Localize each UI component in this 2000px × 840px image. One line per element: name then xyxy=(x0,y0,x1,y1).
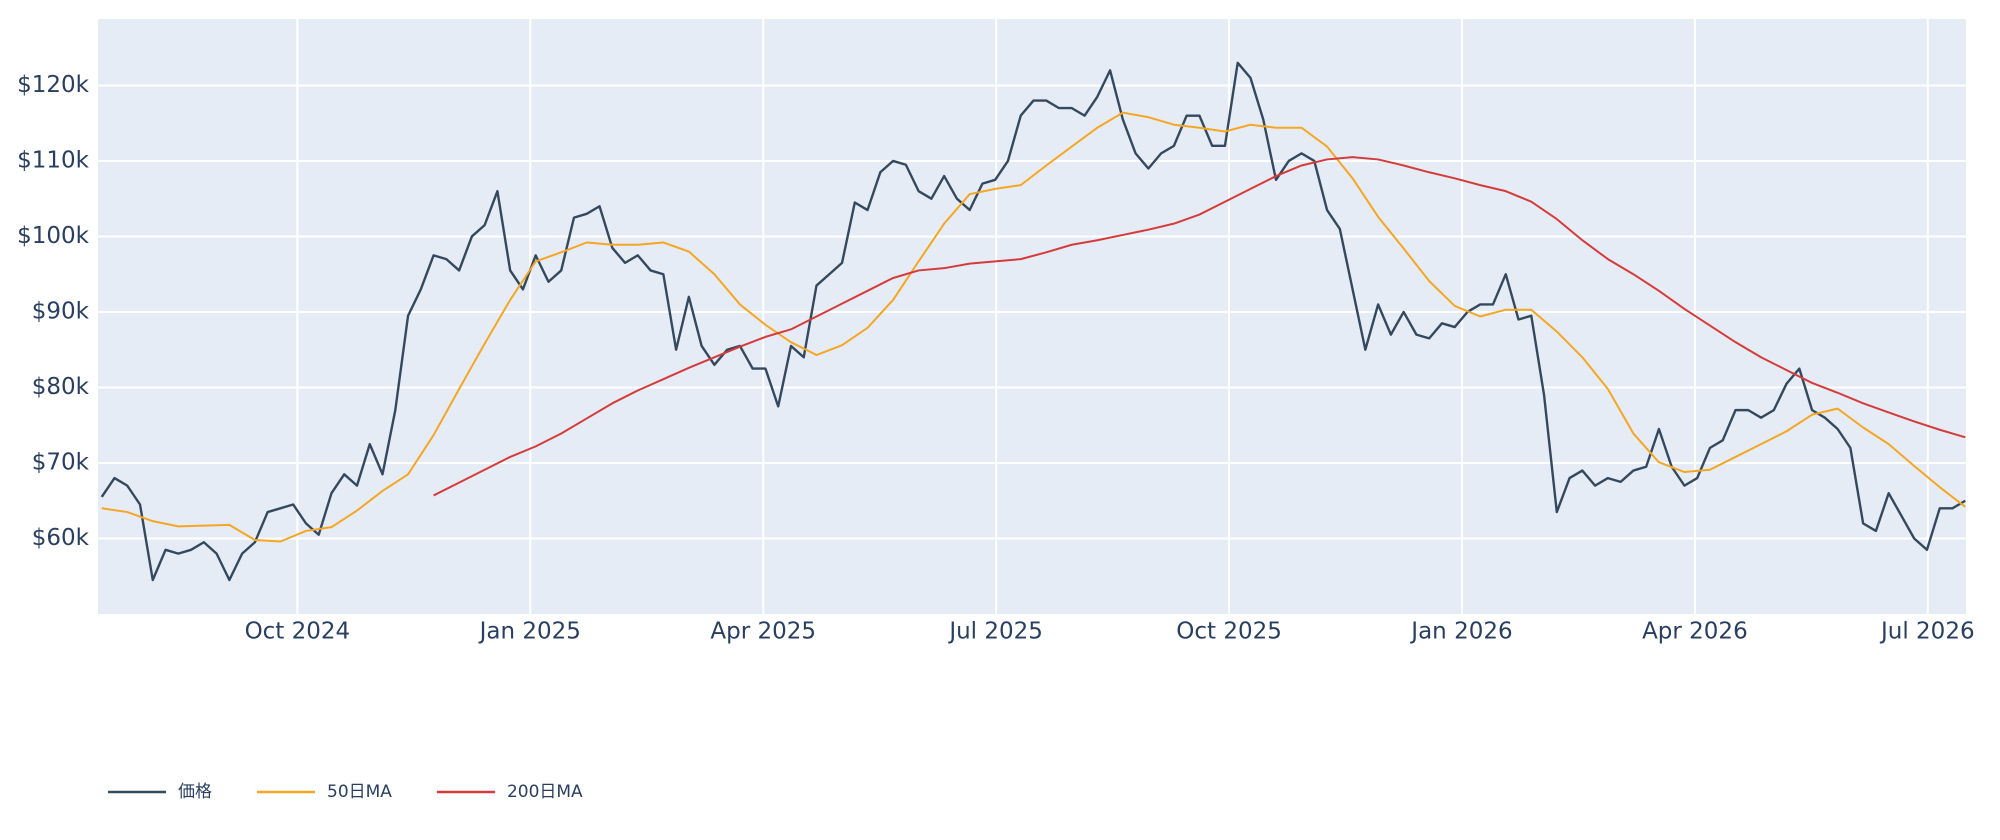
x-tick-label: Apr 2025 xyxy=(710,619,816,645)
y-tick-label: $100k xyxy=(17,223,90,249)
y-tick-label: $110k xyxy=(17,147,90,173)
x-tick-label: Oct 2024 xyxy=(245,619,351,645)
legend-label: 価格 xyxy=(178,782,212,802)
x-tick-label: Jan 2025 xyxy=(478,619,581,645)
x-tick-label: Oct 2025 xyxy=(1176,619,1282,645)
x-tick-label: Jul 2026 xyxy=(1879,619,1975,645)
x-tick-label: Apr 2026 xyxy=(1642,619,1748,645)
legend-label: 200日MA xyxy=(507,782,583,802)
legend-label: 50日MA xyxy=(327,782,392,802)
x-tick-label: Jan 2026 xyxy=(1409,619,1512,645)
y-tick-label: $120k xyxy=(17,72,90,98)
y-tick-label: $90k xyxy=(32,298,90,324)
series-line xyxy=(100,61,1966,582)
series-line xyxy=(101,111,1966,543)
y-tick-label: $80k xyxy=(32,374,90,400)
x-tick-label: Jul 2025 xyxy=(947,619,1043,645)
plot-background xyxy=(98,19,1966,614)
y-tick-label: $60k xyxy=(32,525,90,551)
y-tick-label: $70k xyxy=(32,449,90,475)
series-line xyxy=(433,156,1966,497)
